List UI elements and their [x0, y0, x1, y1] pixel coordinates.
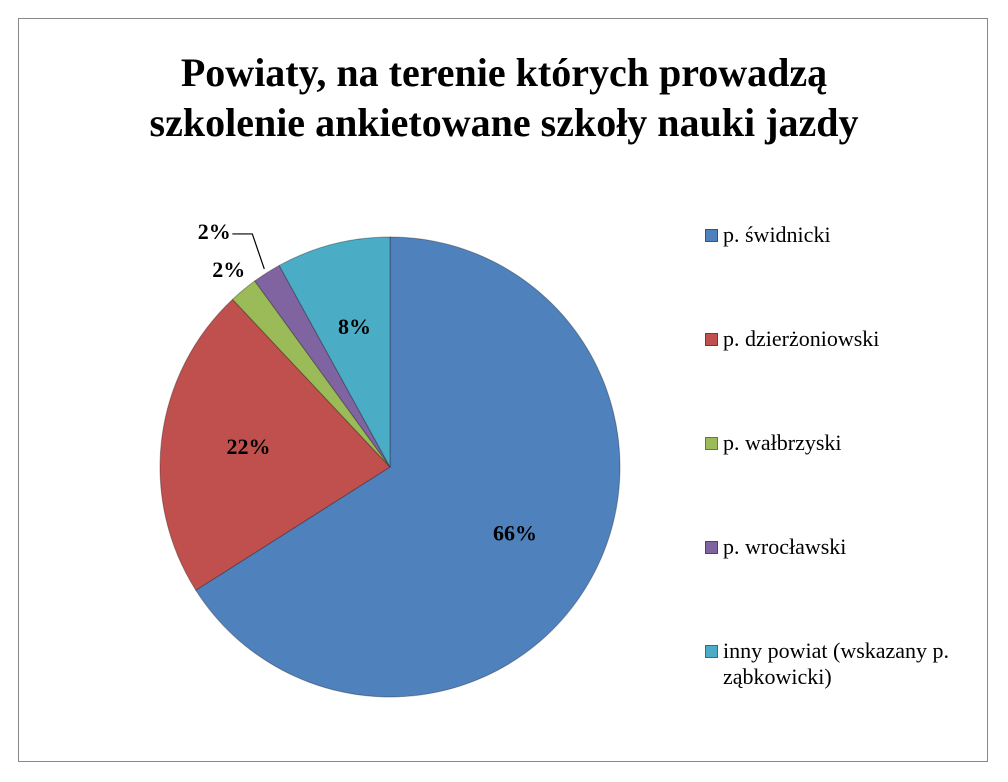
- legend-item: p. świdnicki: [705, 222, 973, 248]
- legend-swatch: [705, 333, 718, 346]
- legend-swatch: [705, 541, 718, 554]
- pie-slice: [278, 236, 391, 468]
- legend-label: inny powiat (wskazany p. ząbkowicki): [723, 638, 950, 689]
- chart-title: Powiaty, na terenie których prowadzą szk…: [149, 50, 859, 145]
- legend-swatch: [705, 229, 718, 242]
- legend-item: inny powiat (wskazany p. ząbkowicki): [705, 638, 973, 690]
- legend-item: p. wałbrzyski: [705, 430, 973, 456]
- legend-label: p. dzierżoniowski: [723, 326, 880, 351]
- legend-label: p. świdnicki: [723, 222, 831, 247]
- leader-line: [232, 233, 265, 270]
- pie-slice: [159, 298, 391, 591]
- data-label: 66%: [493, 521, 537, 546]
- data-label: 2%: [212, 257, 245, 282]
- pie-slice: [195, 236, 621, 698]
- legend-item: p. dzierżoniowski: [705, 326, 973, 352]
- legend-item: p. wrocławski: [705, 534, 973, 560]
- legend-label: p. wrocławski: [723, 534, 847, 559]
- pie-slice: [254, 264, 391, 468]
- data-label: 2%: [198, 219, 231, 244]
- legend-swatch: [705, 645, 718, 658]
- legend-swatch: [705, 437, 718, 450]
- pie-slice: [231, 280, 391, 468]
- data-label: 8%: [338, 314, 371, 339]
- legend-label: p. wałbrzyski: [723, 430, 842, 455]
- data-label: 22%: [227, 434, 271, 459]
